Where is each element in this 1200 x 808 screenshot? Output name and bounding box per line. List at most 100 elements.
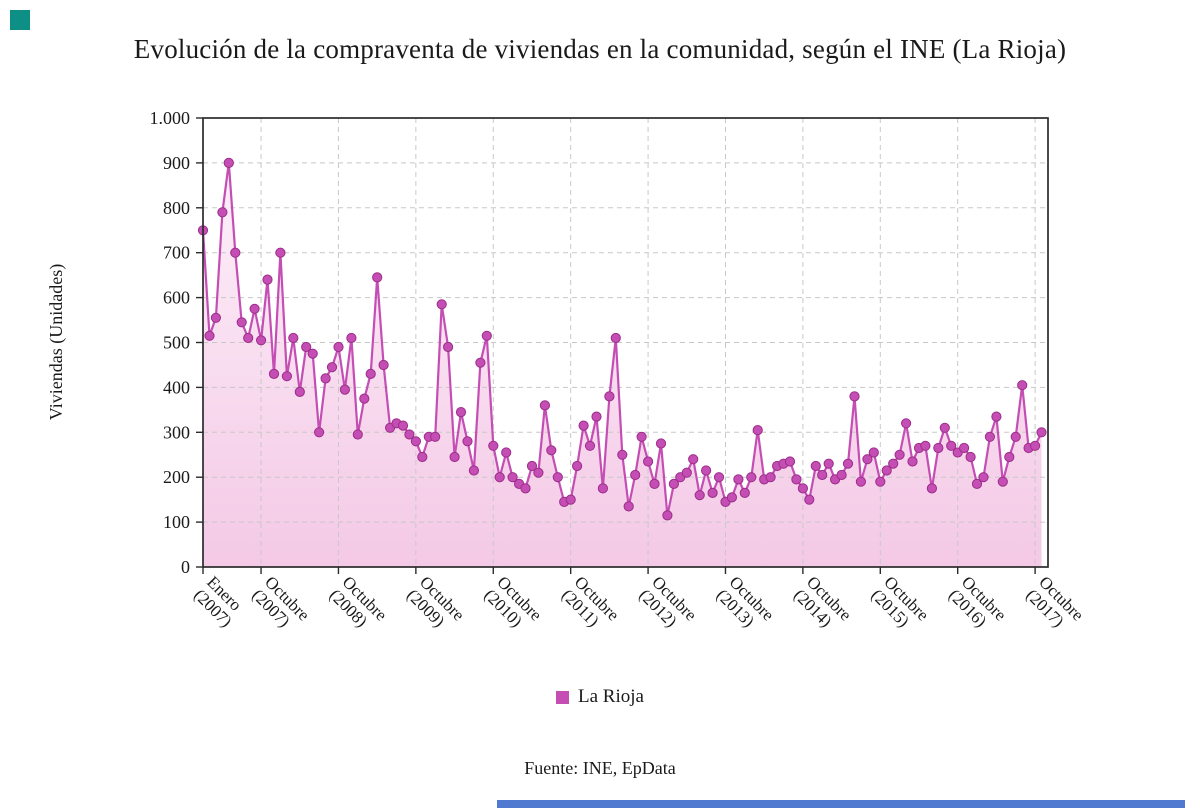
data-point (462, 436, 473, 447)
data-point (881, 465, 892, 476)
data-point (449, 451, 460, 463)
data-point (417, 451, 428, 463)
line-chart: Viviendas (Unidades) 0 100 200 300 400 500 600… (46, 108, 1087, 637)
data-point (507, 472, 518, 483)
data-point (552, 472, 563, 483)
y-tick-label: 700 (163, 243, 190, 263)
data-point (836, 469, 847, 481)
data-point (230, 247, 241, 258)
data-point (301, 341, 312, 353)
data-point (352, 429, 363, 440)
data-point (610, 332, 621, 344)
data-point (978, 472, 989, 483)
data-point (443, 341, 454, 353)
data-point (501, 447, 512, 458)
data-point (584, 440, 596, 451)
chart-title: Evolución de la compraventa de viviendas… (133, 34, 1067, 64)
data-point (855, 476, 867, 487)
data-point (468, 465, 479, 476)
data-point (320, 373, 331, 384)
data-point (236, 317, 247, 328)
data-point (526, 460, 538, 472)
data-points (197, 157, 1047, 521)
y-tick-label: 500 (163, 333, 190, 353)
y-axis-title: Viviendas (Unidades) (46, 264, 67, 420)
data-point (243, 332, 254, 344)
data-point (572, 460, 583, 472)
area-fill (203, 162, 1042, 567)
data-point (965, 451, 976, 463)
x-tick-label: Octubre(2007) (248, 572, 313, 637)
data-point (488, 440, 499, 451)
y-tick-label: 1.000 (150, 108, 191, 128)
y-tick-labels: 0 100 200 300 400 500 600 700 800 900 1.000 (150, 108, 203, 577)
data-point (920, 440, 931, 451)
data-point (888, 458, 899, 469)
data-point (288, 332, 299, 344)
data-point (997, 476, 1008, 487)
x-tick-labels: Enero(2007) Octubre(2007) Octubre(2008) Oct… (190, 567, 1087, 637)
data-point (939, 422, 950, 433)
data-point (404, 429, 415, 440)
data-point (533, 467, 544, 478)
data-point (339, 384, 350, 395)
x-tick-label: Enero(2007) (190, 572, 248, 630)
data-point (436, 299, 447, 310)
data-point (752, 425, 763, 436)
data-point (397, 420, 409, 431)
data-point (765, 472, 776, 483)
data-point (681, 467, 692, 478)
data-point (275, 247, 286, 258)
legend: La Rioja (0, 686, 1200, 708)
data-point (617, 449, 628, 460)
x-tick-label: Octubre(2011) (558, 572, 623, 637)
data-point (694, 490, 705, 501)
x-tick-label: Octubre(2009) (403, 572, 468, 637)
data-point (984, 431, 996, 442)
data-point (959, 442, 970, 454)
data-point (701, 465, 712, 476)
data-point (539, 400, 551, 411)
data-point (991, 411, 1002, 422)
data-point (430, 431, 441, 442)
data-point (946, 440, 957, 451)
x-tick-label: Octubre(2015) (867, 572, 932, 637)
data-point (546, 445, 557, 456)
data-point (894, 449, 905, 460)
data-point (868, 447, 879, 458)
legend-label: La Rioja (578, 686, 644, 707)
data-point (817, 469, 828, 481)
data-point (410, 436, 421, 447)
data-point (739, 487, 750, 498)
data-point (262, 274, 273, 285)
data-point (223, 157, 234, 169)
data-point (971, 478, 983, 489)
data-point (791, 474, 802, 485)
data-point (707, 487, 718, 498)
data-point (268, 368, 280, 379)
data-point (668, 478, 680, 489)
data-point (655, 438, 667, 449)
data-point (455, 407, 467, 418)
data-point (823, 458, 834, 469)
x-tick-label: Octubre(2008) (326, 572, 391, 637)
data-point (314, 427, 325, 438)
data-point (378, 359, 389, 371)
data-point (643, 456, 654, 467)
data-point (565, 494, 576, 505)
data-point (810, 460, 821, 472)
data-point (623, 501, 634, 512)
data-point (281, 371, 292, 382)
data-point (1017, 380, 1028, 391)
data-point (591, 411, 602, 422)
x-tick-label: Octubre(2016) (945, 572, 1010, 637)
data-point (688, 454, 699, 465)
x-tick-label: Octubre(2014) (790, 572, 855, 637)
data-point (210, 312, 221, 323)
legend-swatch-icon (556, 690, 570, 704)
data-point (365, 368, 376, 379)
x-tick-label: Octubre(2010) (480, 572, 545, 637)
data-point (662, 510, 673, 521)
data-point (649, 478, 660, 489)
data-point (726, 492, 738, 503)
